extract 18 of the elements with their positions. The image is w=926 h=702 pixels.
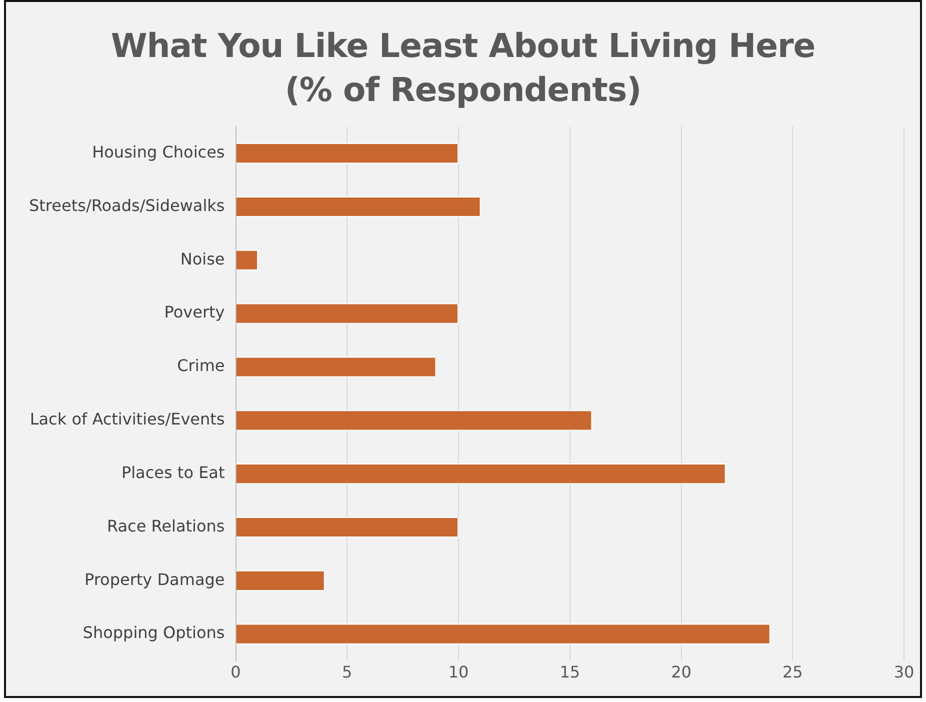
x-tick-label: 15 [560, 662, 580, 682]
x-tick-label: 5 [342, 662, 352, 682]
y-tick-label: Shopping Options [82, 623, 225, 642]
y-tick-label: Lack of Activities/Events [30, 410, 225, 429]
x-tick-label: 30 [894, 662, 914, 682]
y-tick-label: Noise [180, 249, 225, 268]
y-tick-label: Housing Choices [92, 142, 225, 162]
y-tick-label: Places to Eat [121, 462, 225, 482]
chart-title: What You Like Least About Living Here (% of Respondents) [110, 25, 816, 111]
x-tick-label: 25 [782, 662, 803, 682]
y-tick-label: Race Relations [106, 516, 225, 536]
x-tick-label: 0 [230, 662, 241, 682]
x-tick-label: 10 [448, 662, 469, 682]
y-tick-label: Property Damage [84, 570, 225, 589]
y-tick-label: Streets/Roads/Sidewalks [28, 196, 225, 215]
y-tick-label: Poverty [164, 302, 225, 322]
x-tick-label: 20 [671, 662, 692, 682]
y-tick-label: Crime [177, 356, 225, 376]
